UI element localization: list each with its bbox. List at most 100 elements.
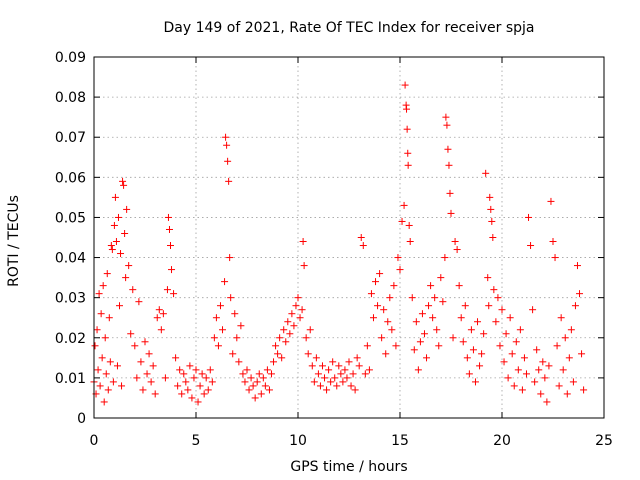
data-point (155, 306, 163, 314)
data-point (225, 177, 233, 185)
data-point (229, 350, 237, 358)
x-tick-label: 10 (289, 433, 307, 449)
data-point (241, 378, 249, 386)
data-point (531, 378, 539, 386)
data-point (401, 81, 409, 89)
data-point (163, 286, 171, 294)
y-tick-label: 0.07 (55, 130, 86, 146)
data-point (168, 266, 176, 274)
data-point (563, 390, 571, 398)
data-point (141, 338, 149, 346)
data-point (420, 330, 428, 338)
x-axis-label: GPS time / hours (290, 459, 407, 475)
data-point (118, 382, 126, 390)
data-point (122, 274, 130, 282)
data-point (388, 326, 396, 334)
data-point (223, 141, 231, 149)
data-point (104, 386, 112, 394)
data-point (161, 374, 169, 382)
data-point (541, 374, 549, 382)
data-point (296, 314, 304, 322)
data-point (312, 354, 320, 362)
data-point (403, 125, 411, 133)
data-point (98, 354, 106, 362)
data-point (404, 149, 412, 157)
data-point (343, 374, 351, 382)
data-point (486, 193, 494, 201)
data-point (341, 366, 349, 374)
data-point (463, 354, 471, 362)
data-point (192, 366, 200, 374)
data-point (103, 270, 111, 278)
data-point (117, 250, 125, 258)
data-point (267, 370, 275, 378)
data-point (487, 205, 495, 213)
plot-frame (93, 56, 605, 419)
data-point (190, 374, 198, 382)
data-point (276, 334, 284, 342)
data-point (498, 306, 506, 314)
data-point (474, 318, 482, 326)
data-point (282, 338, 290, 346)
data-point (290, 322, 298, 330)
y-tick-label: 0.03 (55, 291, 86, 307)
data-point (429, 314, 437, 322)
data-point (453, 246, 461, 254)
data-point (446, 189, 454, 197)
data-point (363, 342, 371, 350)
data-point (374, 302, 382, 310)
data-point (412, 318, 420, 326)
data-point (394, 254, 402, 262)
data-point (569, 378, 577, 386)
data-point (471, 378, 479, 386)
data-point (457, 314, 465, 322)
data-point (323, 386, 331, 394)
data-point (159, 310, 167, 318)
data-point (508, 350, 516, 358)
data-point (102, 370, 110, 378)
data-point (386, 294, 394, 302)
data-point (549, 238, 557, 246)
data-point (488, 217, 496, 225)
data-point (525, 213, 533, 221)
data-point (349, 370, 357, 378)
y-tick-label: 0.05 (55, 210, 86, 226)
data-point (337, 370, 345, 378)
y-tick-label: 0.01 (55, 371, 86, 387)
data-point (157, 326, 165, 334)
data-point (263, 366, 271, 374)
data-point (153, 314, 161, 322)
data-point (172, 354, 180, 362)
data-point (147, 378, 155, 386)
data-point (170, 290, 178, 298)
data-point (380, 306, 388, 314)
data-point (299, 238, 307, 246)
data-point (302, 334, 310, 342)
data-point (361, 370, 369, 378)
data-point (527, 242, 535, 250)
data-point (427, 282, 435, 290)
data-point (106, 358, 114, 366)
y-tick-label: 0.04 (55, 251, 86, 267)
data-point (333, 382, 341, 390)
y-tick-label: 0.02 (55, 331, 86, 347)
data-point (131, 342, 139, 350)
data-point (204, 386, 212, 394)
data-point (107, 242, 115, 250)
data-point (451, 238, 459, 246)
data-point (355, 362, 363, 370)
data-point (231, 310, 239, 318)
data-point (111, 193, 119, 201)
y-axis-label: ROTI / TECUs (6, 195, 22, 287)
tick-labels: 0 5 10 15 20 25 0 0.01 0.02 0.03 0.04 0.05 0.06 0.07 0… (55, 50, 613, 449)
data-point (489, 234, 497, 241)
data-point (469, 346, 477, 354)
data-point (392, 342, 400, 350)
data-point (339, 378, 347, 386)
data-point (91, 342, 99, 350)
data-point (369, 314, 377, 322)
data-point (414, 366, 422, 374)
data-point (113, 362, 121, 370)
data-point (522, 370, 530, 378)
